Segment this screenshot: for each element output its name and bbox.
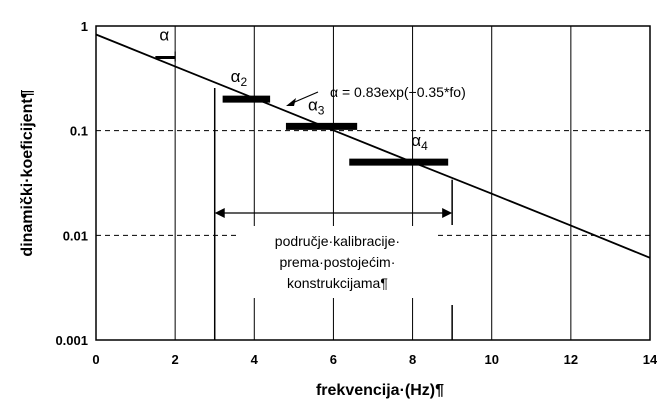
- x-tick-labels: 0 2 4 6 8 10 12 14: [92, 352, 657, 367]
- range-arrow-right: [442, 208, 453, 218]
- calibration-range: područje·kalibracije· prema·postojećim· ko…: [213, 88, 453, 340]
- range-text-line: prema·postojećim·: [279, 254, 395, 270]
- y-tick-label: 0.01: [63, 228, 88, 243]
- x-tick-label: 6: [330, 352, 337, 367]
- x-tick-label: 12: [564, 352, 578, 367]
- y-tick-label: 0.1: [70, 124, 88, 139]
- x-axis-title: frekvencija·(Hz)¶: [316, 382, 444, 399]
- step-label: α3: [308, 95, 325, 117]
- grid: [96, 26, 650, 340]
- plot-frame: [95, 25, 651, 341]
- x-tick-label: 14: [643, 352, 657, 367]
- y-tick-label: 0.001: [55, 333, 88, 348]
- series-line: [95, 33, 651, 259]
- x-tick-label: 4: [251, 352, 259, 367]
- step-label: α: [159, 26, 169, 45]
- step-label-subscript: 4: [421, 139, 428, 153]
- x-tick-label: 0: [92, 352, 99, 367]
- step-label-subscript: 3: [318, 103, 325, 117]
- x-tick-label: 10: [484, 352, 498, 367]
- range-arrow-left: [214, 208, 225, 218]
- x-tick-label: 8: [409, 352, 416, 367]
- y-tick-labels: 0.001 0.01 0.1 1: [55, 19, 88, 348]
- step-label: α4: [411, 131, 428, 153]
- range-text-line: područje·kalibracije·: [275, 233, 400, 249]
- y-axis-title: dinamički·koeficijent¶: [19, 89, 36, 256]
- formula-pointer-head: [286, 98, 296, 106]
- formula-label: α = 0.83exp(−0.35*fo): [330, 84, 466, 100]
- step-label: α2: [231, 67, 248, 89]
- x-tick-label: 2: [172, 352, 179, 367]
- y-tick-label: 1: [81, 19, 88, 34]
- step-label-subscript: 2: [240, 75, 247, 89]
- series-layer: [95, 33, 651, 259]
- range-text-bg: [238, 226, 438, 298]
- range-text-line: konstrukcijama¶: [287, 275, 388, 291]
